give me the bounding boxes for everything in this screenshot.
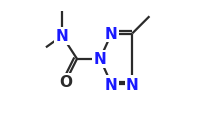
Text: N: N: [105, 77, 118, 92]
Text: N: N: [56, 29, 68, 44]
Text: N: N: [126, 77, 139, 92]
Text: N: N: [94, 52, 106, 67]
Text: O: O: [59, 75, 72, 89]
Text: N: N: [105, 27, 118, 42]
